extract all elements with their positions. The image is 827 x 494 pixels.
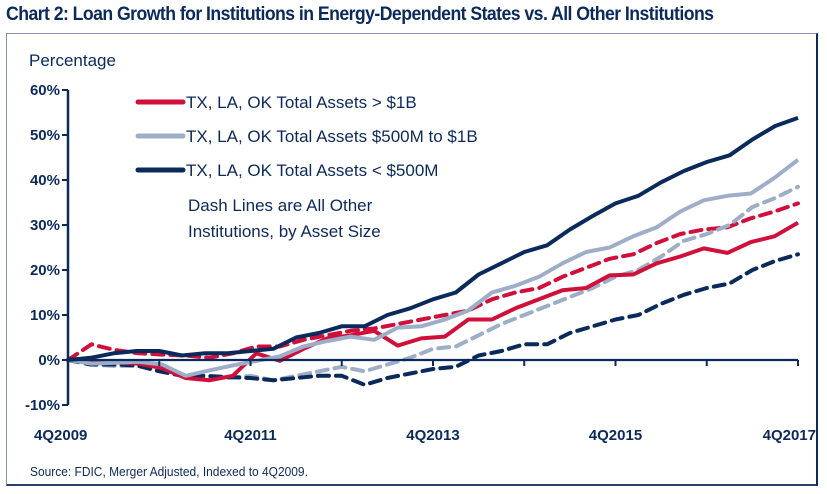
y-tick-label: 0% (38, 352, 60, 369)
axes: -10% 0% 10% 20% 30% 40% 50% 60% 4Q2009 4Q2011 4Q20… (25, 82, 816, 444)
y-tick-label: 50% (30, 127, 60, 144)
legend-label: TX, LA, OK Total Assets $500M to $1B (186, 127, 478, 146)
series-line-tx-la-ok-total-assets-500m (67, 116, 799, 362)
series-lines (66, 116, 800, 387)
x-tick-label: 4Q2009 (34, 427, 87, 444)
chart-title: Chart 2: Loan Growth for Institutions in… (6, 4, 714, 25)
chart-frame (6, 33, 818, 486)
y-tick-label: 20% (30, 262, 60, 279)
legend-label: TX, LA, OK Total Assets < $500M (186, 161, 438, 180)
series-line-all-other-institutions-500m (66, 252, 800, 387)
y-tick-label: 10% (30, 307, 60, 324)
series-line-tx-la-ok-total-assets-1b (67, 220, 800, 383)
y-tick-label: 60% (30, 82, 60, 99)
series-line-tx-la-ok-total-assets-500m-to-1b (67, 158, 800, 378)
source-note: Source: FDIC, Merger Adjusted, Indexed t… (30, 464, 308, 479)
x-tick-label: 4Q2013 (406, 427, 459, 444)
legend-note-line-1: Dash Lines are All Other (188, 196, 373, 215)
legend-label: TX, LA, OK Total Assets > $1B (186, 93, 417, 112)
legend-note-line-2: Institutions, by Asset Size (188, 222, 381, 241)
legend: TX, LA, OK Total Assets > $1B TX, LA, OK … (135, 93, 478, 241)
y-axis-title: Percentage (29, 51, 116, 70)
y-tick-label: 40% (30, 172, 60, 189)
x-tick-label: 4Q2011 (224, 427, 277, 444)
y-tick-label: 30% (30, 217, 60, 234)
series-line-all-other-institutions-500m-to-1b (66, 184, 800, 383)
x-tick-label: 4Q2015 (589, 427, 642, 444)
x-tick-label: 4Q2017 (763, 427, 816, 444)
y-tick-label: -10% (25, 397, 60, 414)
